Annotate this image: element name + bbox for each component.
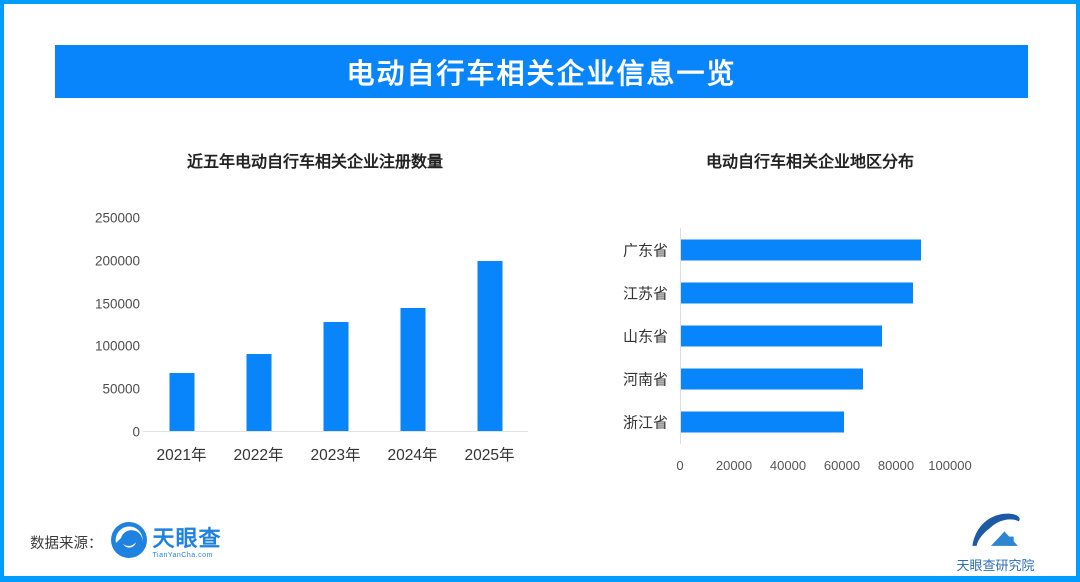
region-row: 河南省 (623, 358, 1050, 401)
x-tick-label: 60000 (823, 458, 861, 473)
region-bar-江苏省 (681, 282, 914, 304)
bar-slot (374, 218, 451, 431)
y-tick-label: 50000 (102, 381, 140, 397)
region-plot-area: 广东省江苏省山东省河南省浙江省 (623, 228, 1050, 444)
region-label: 浙江省 (622, 414, 668, 432)
title-banner: 电动自行车相关企业信息一览 (55, 45, 1028, 98)
region-label: 江苏省 (622, 285, 668, 303)
registration-bar-2024年 (400, 308, 425, 431)
x-tick-label: 2023年 (310, 447, 361, 464)
bar-slot (297, 218, 374, 431)
y-tick-label: 100000 (94, 338, 140, 354)
registration-bar-2021年 (169, 373, 194, 431)
region-bar-河南省 (681, 368, 864, 390)
region-x-axis: 0 20000 40000 60000 80000 100000 (676, 458, 1050, 474)
x-tick-label: 2025年 (464, 447, 515, 464)
region-row: 广东省 (623, 228, 1050, 271)
page-title: 电动自行车相关企业信息一览 (346, 57, 737, 89)
region-bar-广东省 (681, 239, 922, 261)
x-tick-label: 2024年 (387, 447, 438, 464)
tianyancha-eye-icon (110, 522, 147, 563)
institute-logo: 天眼查研究院 (938, 510, 1053, 574)
x-tick-label: 100000 (928, 458, 972, 473)
region-bar-浙江省 (681, 411, 845, 433)
bar-slot (220, 218, 297, 431)
registration-chart-title: 近五年电动自行车相关企业注册数量 (186, 154, 443, 171)
region-label: 山东省 (622, 328, 668, 346)
x-tick-label: 40000 (769, 458, 807, 473)
region-label: 广东省 (622, 242, 668, 260)
x-tick-label: 2021年 (156, 447, 207, 464)
registration-x-axis: 2021年 2022年 2023年 2024年 2025年 (143, 443, 528, 465)
region-row: 山东省 (623, 314, 1050, 357)
region-row: 浙江省 (623, 401, 1050, 444)
registration-bar-2023年 (323, 321, 348, 431)
tianyancha-logo: 天眼查 TianYanCha.com (152, 525, 222, 559)
region-bar-山东省 (681, 325, 883, 347)
registration-plot-area (143, 218, 528, 432)
bar-slot (451, 218, 528, 431)
y-tick-label: 150000 (94, 296, 140, 312)
region-label: 河南省 (622, 371, 668, 389)
registration-y-axis: 0 50000 100000 150000 200000 250000 (85, 211, 140, 440)
region-chart: 电动自行车相关企业地区分布 广东省江苏省山东省河南省浙江省 0 20000 4000… (620, 140, 1050, 480)
tianyancha-logo-text: 天眼查 (152, 525, 222, 551)
x-tick-label: 80000 (877, 458, 915, 473)
registration-bar-2025年 (477, 261, 502, 431)
data-source: 数据来源： 天眼查 TianYanCha.com (30, 522, 222, 563)
y-tick-label: 200000 (94, 253, 140, 269)
y-tick-label: 0 (132, 424, 140, 440)
registration-chart: 近五年电动自行车相关企业注册数量 0 50000 100000 150000 20000… (85, 140, 545, 480)
tianyancha-logo-url: TianYanCha.com (152, 551, 213, 559)
data-source-label: 数据来源： (30, 536, 103, 552)
bar-slot (143, 218, 220, 431)
institute-label: 天眼查研究院 (956, 558, 1035, 573)
registration-bar-2022年 (246, 354, 271, 431)
institute-swoosh-icon (969, 513, 1023, 552)
region-chart-title: 电动自行车相关企业地区分布 (705, 154, 914, 171)
x-tick-label: 20000 (715, 458, 753, 473)
x-tick-label: 2022年 (233, 447, 284, 464)
region-row: 江苏省 (623, 271, 1050, 314)
x-tick-label: 0 (676, 458, 684, 473)
y-tick-label: 250000 (94, 210, 140, 226)
